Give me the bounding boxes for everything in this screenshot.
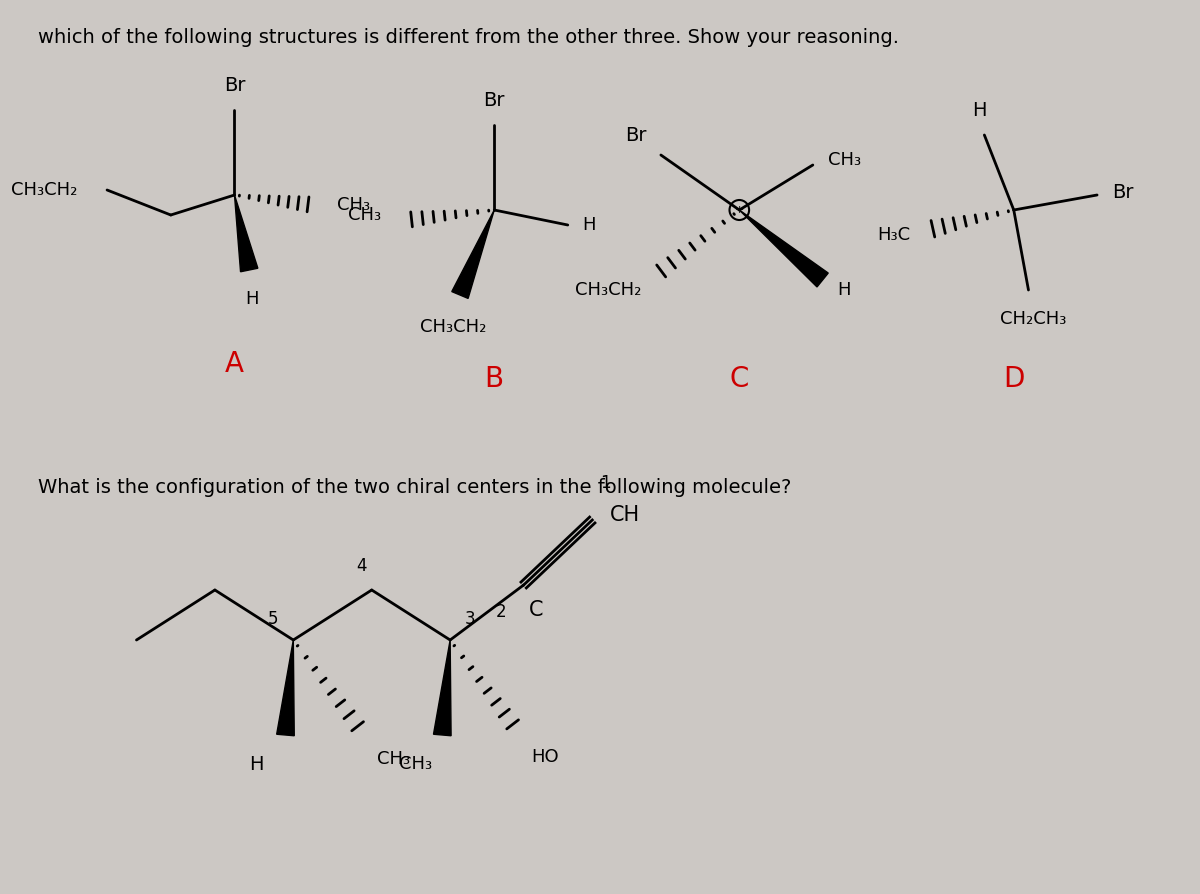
Text: CH: CH [610,505,640,525]
Text: 5: 5 [268,610,278,628]
Text: H: H [838,281,851,299]
Text: Br: Br [625,126,646,145]
Text: B: B [485,365,504,393]
Text: CH₃CH₂: CH₃CH₂ [420,318,486,336]
Polygon shape [234,195,258,272]
Text: Br: Br [223,76,245,95]
Text: 3: 3 [464,610,475,628]
Text: HO: HO [532,748,559,766]
Text: H: H [972,101,986,120]
Polygon shape [451,210,494,299]
Polygon shape [739,210,828,287]
Text: +: + [734,205,744,215]
Text: H: H [248,755,263,774]
Text: CH₃: CH₃ [348,206,382,224]
Polygon shape [433,640,451,736]
Text: CH₃: CH₃ [377,750,409,768]
Text: CH₃CH₂: CH₃CH₂ [11,181,78,199]
Text: C: C [528,600,544,620]
Text: 2: 2 [496,603,506,621]
Text: H: H [245,290,259,308]
Text: Br: Br [484,91,505,110]
Text: What is the configuration of the two chiral centers in the following molecule?: What is the configuration of the two chi… [38,478,792,497]
Text: 1: 1 [600,474,611,492]
Text: A: A [224,350,244,378]
Text: H: H [582,216,596,234]
Text: CH₃: CH₃ [828,151,860,169]
Polygon shape [277,640,294,736]
Text: which of the following structures is different from the other three. Show your r: which of the following structures is dif… [38,28,900,47]
Text: CH₃: CH₃ [337,196,371,214]
Text: C: C [730,365,749,393]
Text: CH₃: CH₃ [400,755,432,773]
Text: D: D [1003,365,1025,393]
Text: 4: 4 [356,557,367,575]
Text: CH₃CH₂: CH₃CH₂ [575,281,641,299]
Text: H₃C: H₃C [877,226,911,244]
Text: Br: Br [1111,182,1133,201]
Text: CH₂CH₃: CH₂CH₃ [1000,310,1067,328]
